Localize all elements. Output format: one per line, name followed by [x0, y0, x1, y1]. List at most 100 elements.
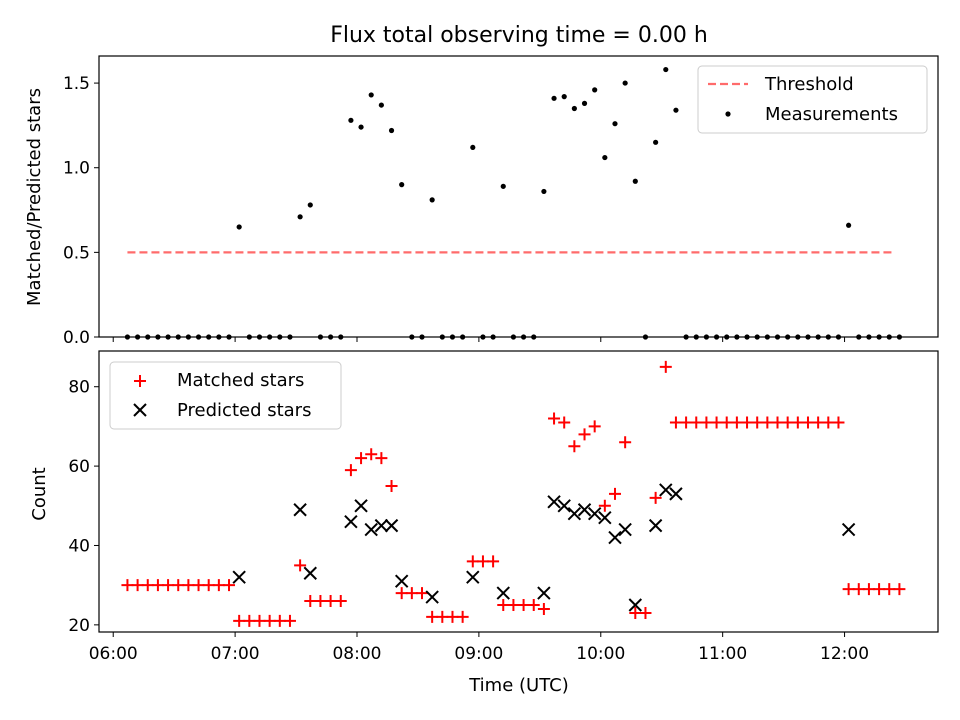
matched-star-marker: [243, 614, 256, 627]
measurement-point: [388, 127, 395, 134]
matched-star-marker: [730, 416, 743, 429]
predicted-star-marker: [232, 570, 246, 584]
legend-threshold-label: Threshold: [764, 74, 854, 95]
matched-star-marker: [426, 610, 439, 623]
matched-star-marker: [365, 448, 378, 461]
x-tick-label: 08:00: [332, 644, 381, 664]
matched-star-marker: [273, 614, 286, 627]
legend-predicted-swatch: [133, 403, 147, 417]
matched-star-marker: [893, 583, 906, 596]
top-axes-frame: [98, 55, 939, 338]
matched-star-marker: [548, 412, 561, 425]
matched-star-marker: [700, 416, 713, 429]
matched-star-marker: [669, 416, 682, 429]
bottom-legend-box: [109, 361, 342, 430]
matched-star-marker: [385, 479, 398, 492]
predicted-star-marker: [425, 590, 439, 604]
bottom-y-ticks: 20 40 60 80: [68, 378, 99, 636]
legend-measurements-label: Measurements: [765, 104, 898, 125]
matched-star-marker: [741, 416, 754, 429]
matched-star-marker: [771, 416, 784, 429]
matched-star-marker: [832, 416, 845, 429]
matched-star-marker: [659, 360, 672, 373]
measurement-point: [571, 105, 577, 112]
matched-star-marker: [162, 579, 175, 592]
x-tick-label: 12:00: [820, 644, 869, 664]
predicted-star-marker: [648, 518, 663, 533]
top-legend: Threshold Measurements: [697, 65, 928, 134]
matched-star-marker: [212, 579, 225, 592]
legend-measurements-swatch: [725, 111, 731, 117]
matched-star-marker: [812, 416, 825, 429]
bottom-y-tick-label: 40: [68, 536, 90, 556]
matched-star-marker: [192, 579, 205, 592]
x-tick-label: 06:00: [89, 644, 138, 664]
matched-star-marker: [791, 416, 804, 429]
matched-star-marker: [294, 559, 307, 572]
measurement-point: [632, 178, 638, 184]
measurement-point: [358, 124, 364, 130]
measurement-point: [622, 80, 628, 86]
matched-star-marker: [690, 416, 703, 429]
bottom-x-ticks: 06:00 07:00 08:00 09:00 10:00 11:00 12:00: [89, 632, 869, 664]
predicted-star-marker: [628, 598, 643, 612]
predicted-star-marker: [374, 518, 389, 533]
bottom-y-tick-label: 80: [68, 378, 90, 398]
matched-star-marker: [710, 416, 723, 429]
matched-star-marker: [416, 587, 429, 600]
x-axis-label: Time (UTC): [468, 675, 569, 696]
matched-star-marker: [446, 610, 459, 623]
x-tick-label: 10:00: [576, 644, 625, 664]
matched-star-marker: [720, 416, 733, 429]
matched-star-marker: [507, 599, 520, 612]
bottom-legend: Matched stars Predicted stars: [109, 361, 342, 430]
measurement-point: [541, 188, 547, 195]
matched-star-marker: [801, 416, 814, 429]
matched-star-marker: [558, 416, 571, 429]
matched-star-marker: [334, 595, 347, 608]
matched-star-marker: [852, 583, 865, 596]
predicted-star-marker: [537, 586, 551, 600]
top-y-axis-label: Matched/Predicted stars: [24, 88, 45, 306]
top-y-tick-label: 0.0: [63, 328, 90, 348]
bottom-y-axis-label: Count: [29, 467, 50, 520]
matched-star-marker: [568, 440, 581, 453]
predicted-star-marker: [466, 570, 480, 584]
measurement-point: [653, 139, 659, 145]
matched-star-marker: [639, 606, 652, 619]
matched-star-marker: [131, 579, 144, 592]
matched-star-marker: [253, 614, 266, 627]
matched-star-marker: [233, 614, 246, 627]
measurement-point: [348, 117, 354, 123]
matched-star-marker: [629, 606, 642, 619]
matched-star-marker: [527, 599, 540, 612]
measurement-point: [663, 66, 669, 73]
top-x-ticks: [112, 337, 846, 342]
matched-star-marker: [537, 602, 550, 615]
measurement-point: [602, 154, 608, 161]
matched-star-marker: [324, 595, 337, 608]
predicted-star-marker: [384, 518, 399, 533]
matched-star-marker: [842, 583, 855, 596]
bottom-y-tick-label: 20: [68, 616, 90, 636]
matched-star-marker: [619, 436, 632, 449]
top-y-tick-label: 0.5: [63, 243, 90, 263]
predicted-star-marker: [364, 522, 378, 537]
top-y-ticks: 0.0 0.5 1.0 1.5: [63, 74, 99, 348]
matched-star-marker: [487, 555, 500, 568]
matched-star-marker: [608, 487, 621, 500]
predicted-star-marker: [354, 499, 368, 513]
predicted-star-marker: [567, 507, 582, 521]
bottom-panel: 20 40 60 80 06:00 07:00 08:00 09:00 10:00 11:00 1…: [29, 350, 939, 696]
measurement-point: [561, 94, 567, 100]
matched-star-marker: [873, 583, 886, 596]
matched-star-marker: [141, 579, 154, 592]
matched-star-marker: [680, 416, 693, 429]
matched-star-marker: [822, 416, 835, 429]
matched-star-marker: [883, 583, 896, 596]
matched-star-marker: [436, 610, 449, 623]
legend-matched-label: Matched stars: [177, 370, 304, 391]
matched-star-marker: [223, 579, 236, 592]
predicted-star-marker: [496, 586, 510, 600]
